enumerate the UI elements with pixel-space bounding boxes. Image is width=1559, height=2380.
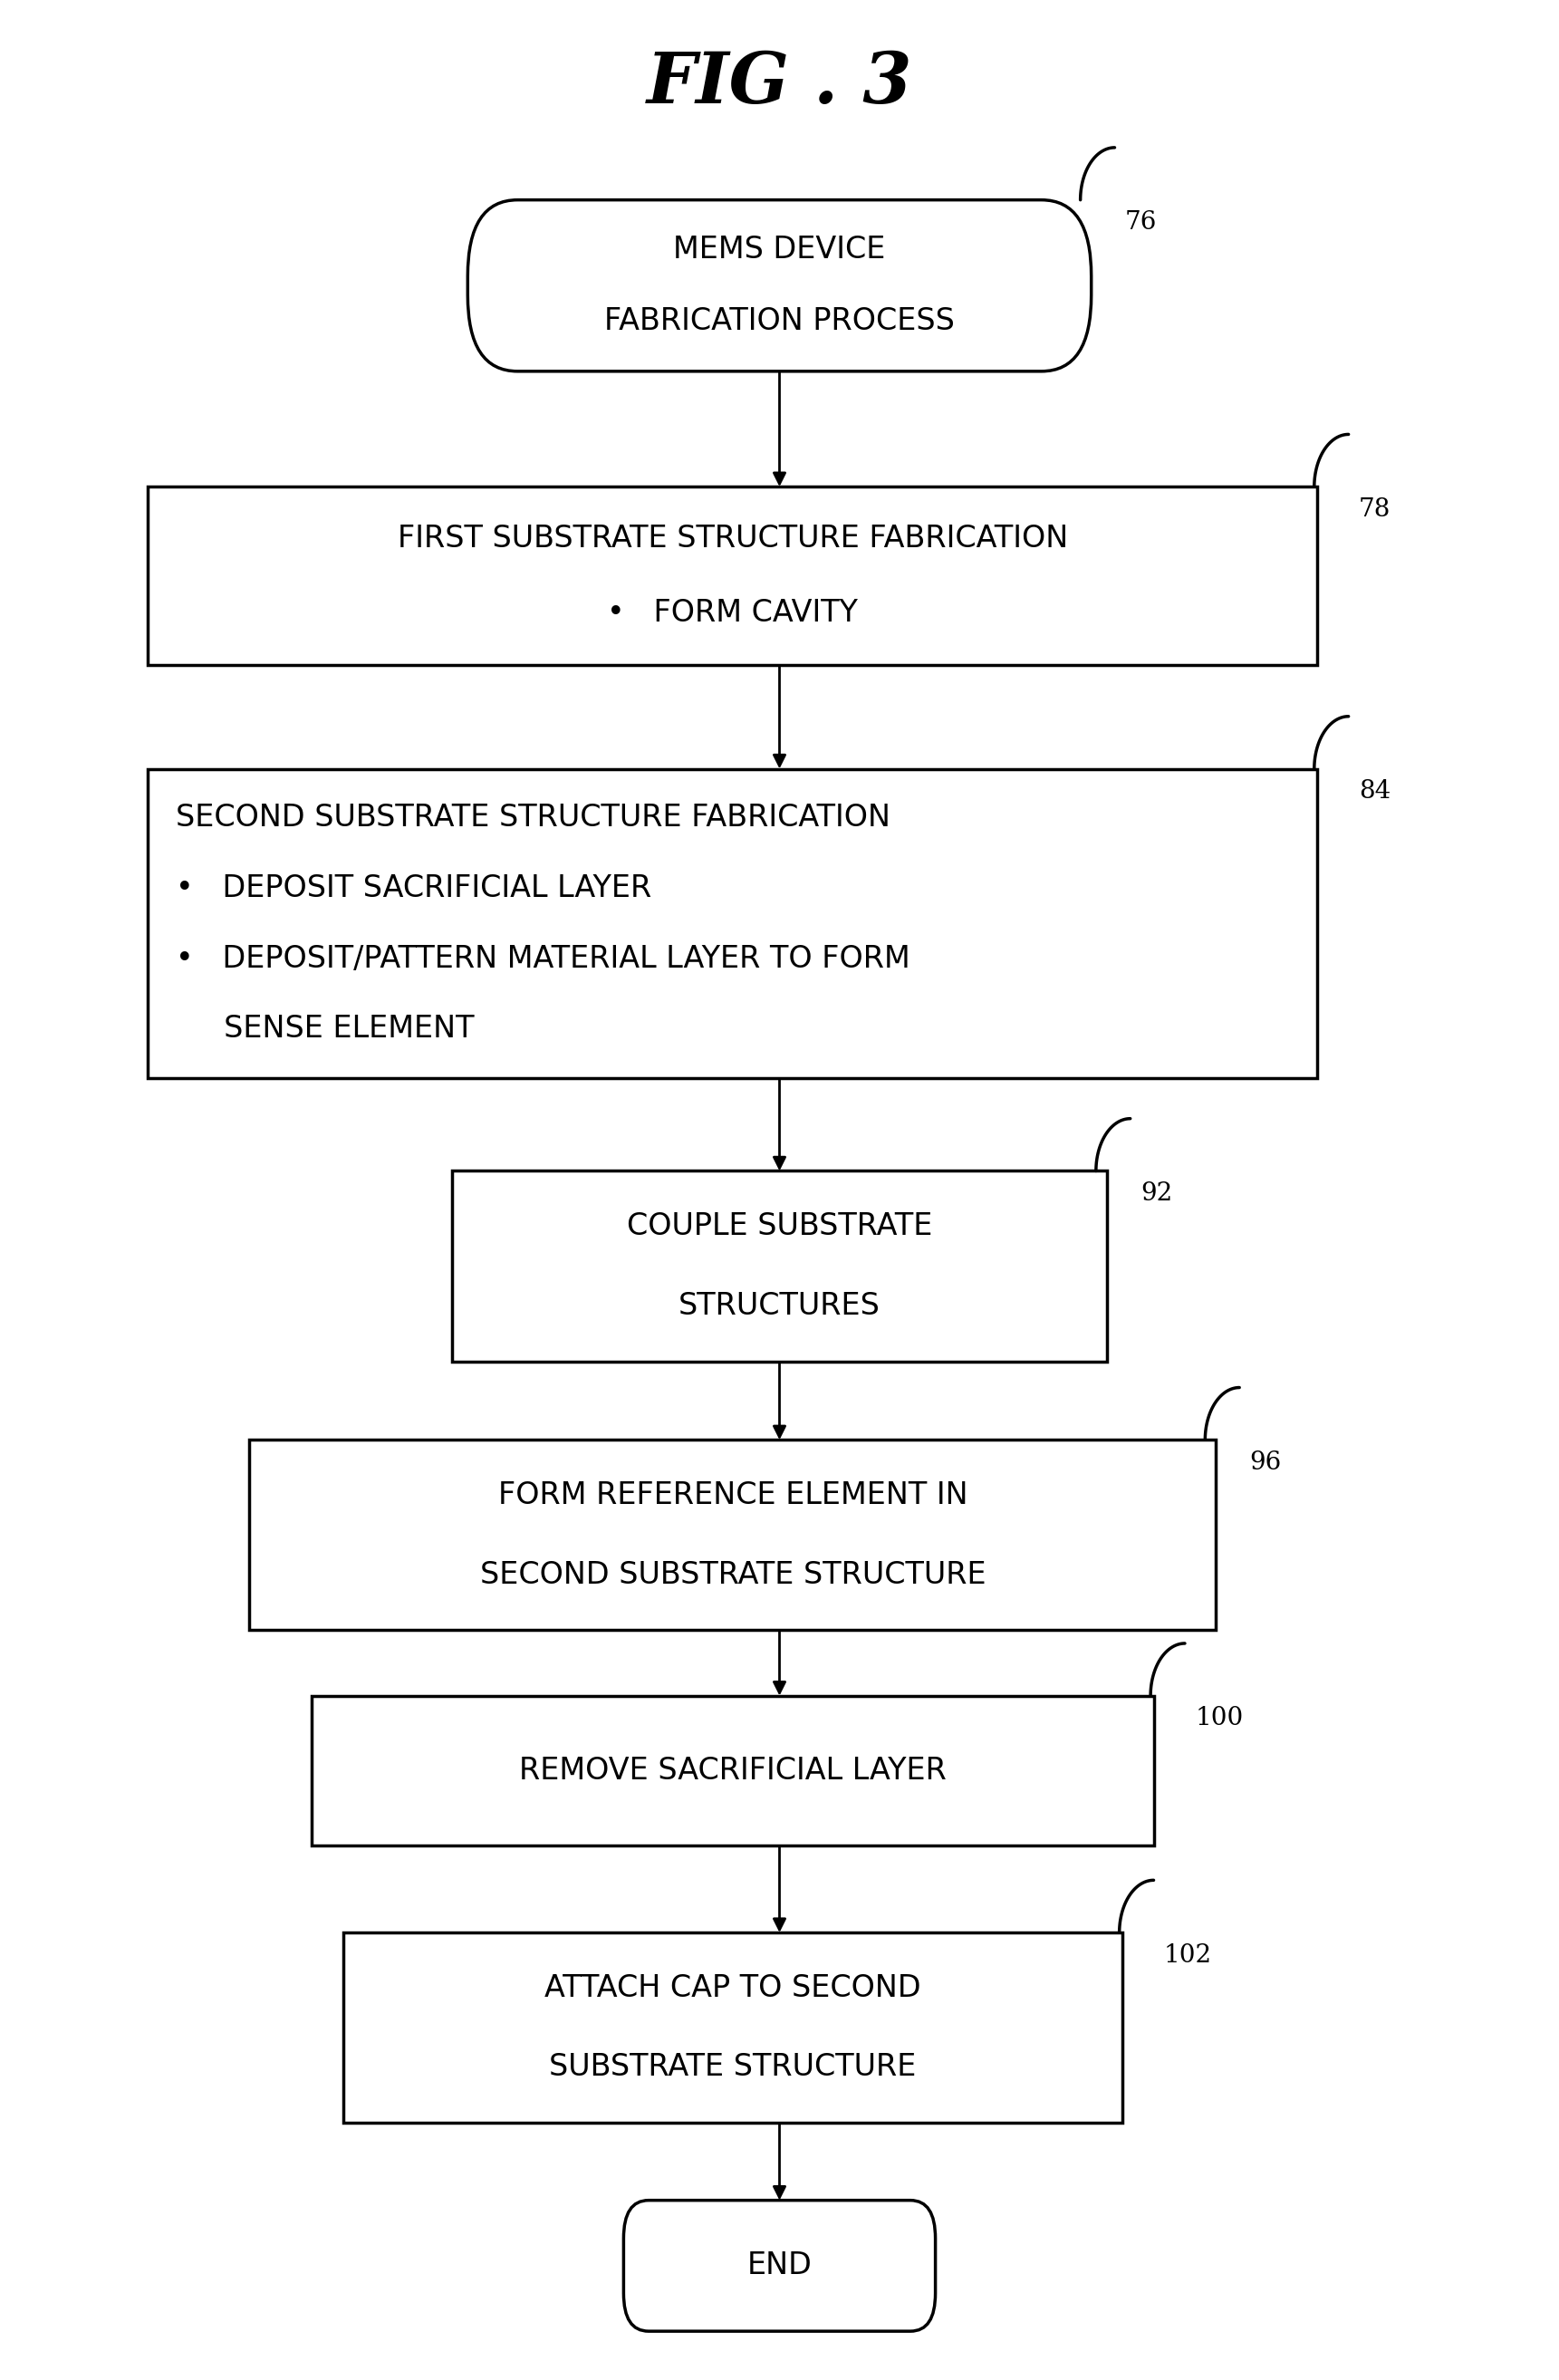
Text: 78: 78: [1359, 497, 1391, 521]
Text: FORM REFERENCE ELEMENT IN: FORM REFERENCE ELEMENT IN: [497, 1480, 968, 1511]
Text: SECOND SUBSTRATE STRUCTURE: SECOND SUBSTRATE STRUCTURE: [480, 1559, 985, 1590]
FancyBboxPatch shape: [468, 200, 1091, 371]
Text: SUBSTRATE STRUCTURE: SUBSTRATE STRUCTURE: [549, 2052, 917, 2082]
Text: FIG . 3: FIG . 3: [647, 48, 912, 119]
Text: 84: 84: [1359, 778, 1391, 804]
Text: 100: 100: [1196, 1706, 1244, 1730]
Text: •   DEPOSIT SACRIFICIAL LAYER: • DEPOSIT SACRIFICIAL LAYER: [176, 873, 652, 904]
Text: REMOVE SACRIFICIAL LAYER: REMOVE SACRIFICIAL LAYER: [519, 1756, 946, 1785]
Text: 102: 102: [1165, 1942, 1211, 1968]
Bar: [312, 1697, 1154, 1847]
Text: END: END: [747, 2251, 812, 2280]
Text: MEMS DEVICE: MEMS DEVICE: [673, 236, 886, 264]
Text: COUPLE SUBSTRATE: COUPLE SUBSTRATE: [627, 1211, 932, 1242]
Bar: [452, 1171, 1107, 1361]
Bar: [148, 488, 1317, 666]
Text: 76: 76: [1126, 209, 1157, 236]
Text: 92: 92: [1141, 1180, 1172, 1207]
Text: FABRICATION PROCESS: FABRICATION PROCESS: [605, 307, 954, 336]
Bar: [343, 1933, 1122, 2123]
Text: •   FORM CAVITY: • FORM CAVITY: [608, 597, 857, 628]
Text: 96: 96: [1250, 1449, 1281, 1476]
Text: ATTACH CAP TO SECOND: ATTACH CAP TO SECOND: [544, 1973, 921, 2004]
FancyBboxPatch shape: [624, 2199, 935, 2332]
Text: •   DEPOSIT/PATTERN MATERIAL LAYER TO FORM: • DEPOSIT/PATTERN MATERIAL LAYER TO FORM: [176, 942, 910, 973]
Text: SECOND SUBSTRATE STRUCTURE FABRICATION: SECOND SUBSTRATE STRUCTURE FABRICATION: [176, 802, 890, 833]
Bar: [249, 1440, 1216, 1630]
Text: STRUCTURES: STRUCTURES: [678, 1290, 881, 1321]
Text: FIRST SUBSTRATE STRUCTURE FABRICATION: FIRST SUBSTRATE STRUCTURE FABRICATION: [398, 524, 1068, 555]
Bar: [148, 769, 1317, 1078]
Text: SENSE ELEMENT: SENSE ELEMENT: [176, 1014, 474, 1045]
